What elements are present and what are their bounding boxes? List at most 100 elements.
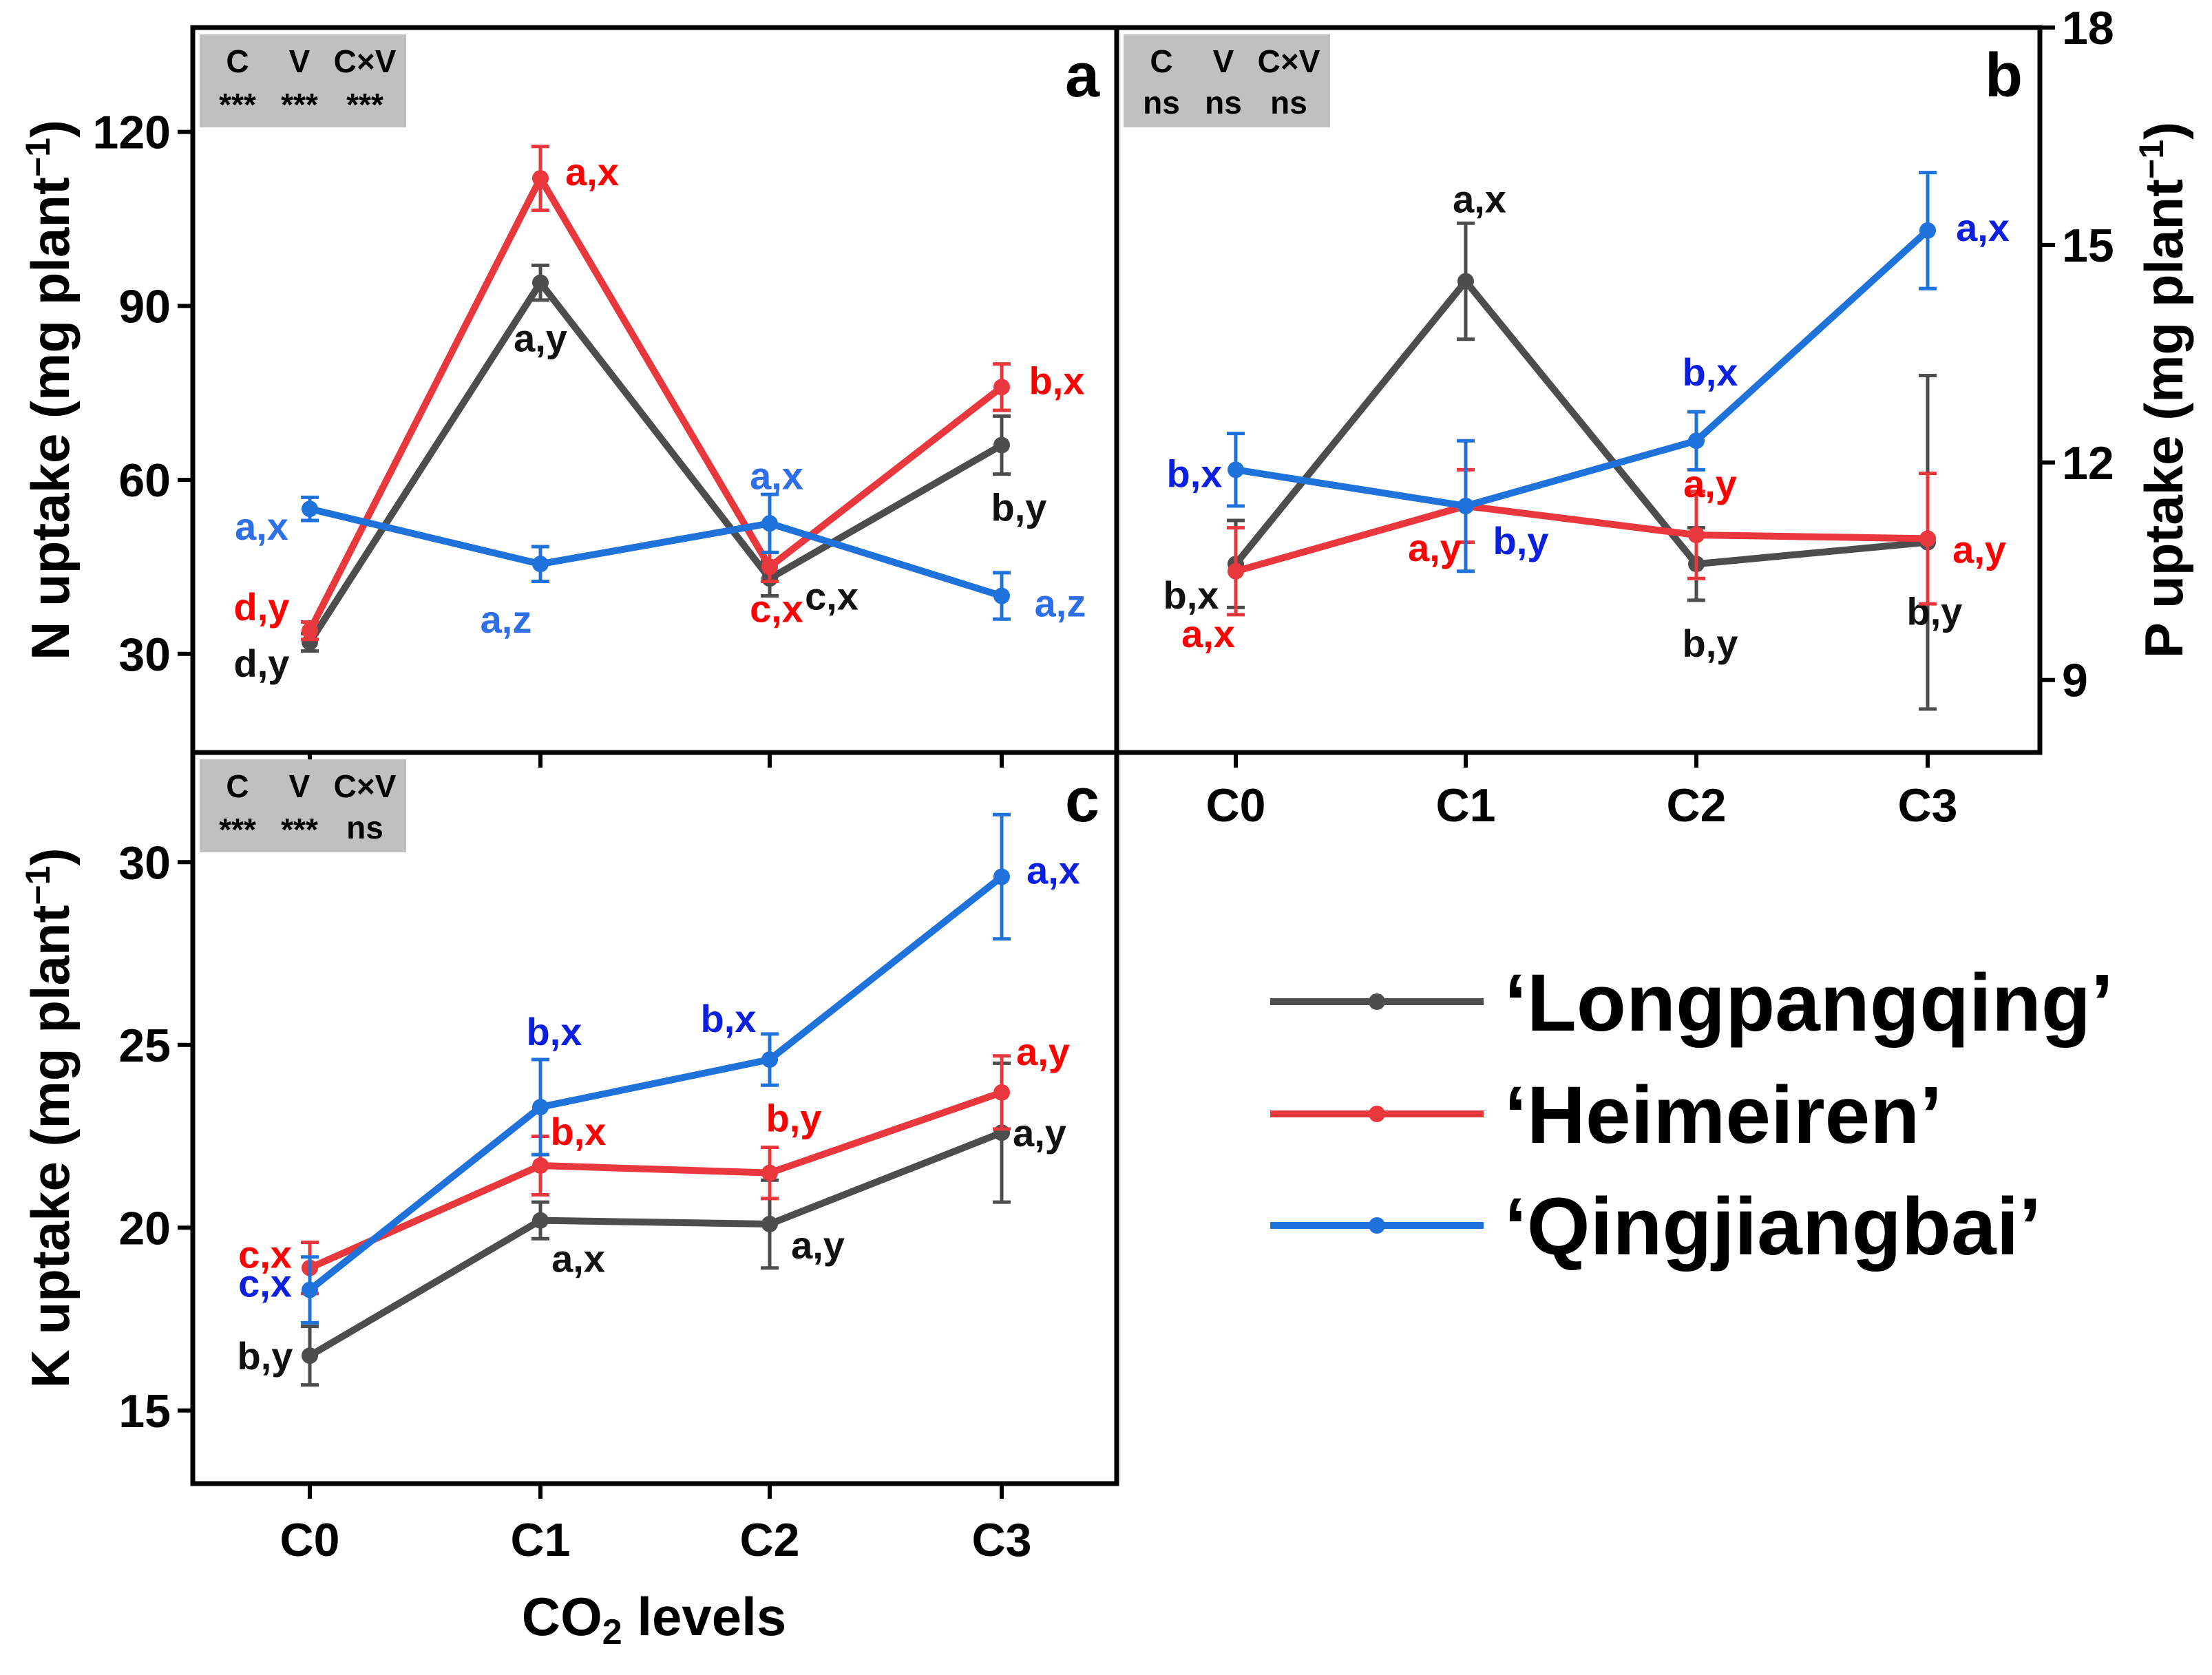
data-label: b,y (238, 1334, 293, 1378)
series-heimeiren: a,xa,ya,ya,y (1181, 462, 2006, 655)
data-point (532, 1099, 549, 1116)
panel-frame (190, 752, 1119, 1486)
data-point (532, 170, 549, 187)
y-tick-label: 18 (2062, 2, 2114, 54)
data-label: b,x (527, 1010, 582, 1053)
data-label: b,x (551, 1110, 607, 1153)
data-point (761, 1164, 778, 1181)
x-tick-label: C0 (280, 1514, 340, 1566)
data-label: b,y (766, 1097, 822, 1140)
data-label: a,y (514, 317, 567, 360)
legend-marker (1369, 1106, 1385, 1122)
series-longpangqing: b,y a,x a,y a,y (238, 1061, 1066, 1387)
data-point (761, 1051, 778, 1068)
anova-value: ns (1205, 85, 1242, 120)
legend-label: ‘Longpangqing’ (1504, 958, 2114, 1049)
x-tick-label: C2 (1667, 779, 1727, 832)
data-point (993, 587, 1010, 604)
data-point (532, 1212, 549, 1229)
data-label: b,x (1683, 350, 1738, 394)
x-tick-label: C1 (511, 1514, 571, 1566)
anova-value: *** (346, 87, 383, 123)
data-label: c,x (238, 1262, 292, 1305)
panel-letter: b (1985, 41, 2023, 110)
series-line (308, 1129, 1003, 1359)
y-axis-title: P uptake (mg plant−1) (2132, 122, 2194, 658)
y-tick-label: 9 (2062, 655, 2088, 707)
legend-item-qingjiangbai: ‘Qingjiangbai’ (1270, 1181, 2041, 1272)
legend-label: ‘Qingjiangbai’ (1504, 1181, 2041, 1272)
data-label: c,x (750, 587, 803, 630)
data-label: a,y (1408, 526, 1462, 569)
y-tick-label: 25 (118, 1020, 171, 1072)
panel-b: 9 12 15 18 C0 C1 C2 C3 P uptake (mg plant−1) b C V C… (1117, 2, 2194, 832)
series-qingjiangbai: c,x b,x b,x a,x (238, 812, 1080, 1325)
anova-box (200, 34, 406, 127)
data-label: a,y (1013, 1111, 1066, 1155)
anova-value: *** (281, 87, 318, 123)
anova-value: ns (346, 810, 383, 845)
panel-frame (190, 25, 1119, 755)
x-tick-label: C3 (972, 1514, 1032, 1566)
data-label: a,z (481, 598, 532, 641)
data-point (761, 558, 778, 576)
anova-box (1124, 34, 1330, 127)
anova-header: C×V (334, 43, 397, 79)
y-tick-label: 90 (118, 280, 171, 333)
series-qingjiangbai: b,x b,y b,x a,x (1167, 171, 2010, 573)
anova-value: *** (281, 812, 318, 847)
data-label: d,y (234, 585, 290, 629)
anova-header: V (289, 43, 310, 79)
anova-header: C×V (1258, 43, 1320, 79)
data-label: a,x (1181, 612, 1235, 655)
data-label: a,z (1035, 582, 1086, 625)
x-tick-label: C2 (740, 1514, 800, 1566)
series-line (306, 279, 1004, 644)
x-axis-title: CO2 levels (522, 1586, 786, 1652)
y-tick-label: 15 (118, 1385, 171, 1437)
panel-letter: c (1065, 766, 1099, 835)
anova-value: *** (219, 87, 256, 123)
x-tick-label: C0 (1206, 779, 1266, 832)
data-point (1919, 530, 1936, 547)
data-point (532, 274, 549, 291)
bottom-x-axis: C0 C1 C2 C3 (280, 1514, 1032, 1566)
data-point (1688, 432, 1705, 450)
series-qingjiangbai: a,x a,z a,x a,z (235, 454, 1086, 641)
y-tick-label: 12 (2062, 437, 2114, 489)
anova-header: C (226, 768, 249, 804)
anova-value: ns (1270, 85, 1307, 120)
data-label: b,y (1907, 590, 1963, 633)
anova-header: V (289, 768, 310, 804)
data-point (1228, 461, 1244, 478)
panel-letter: a (1065, 41, 1100, 110)
data-label: b,x (701, 997, 757, 1040)
legend: ‘Longpangqing’ ‘Heimeiren’ ‘Qingjiangbai’ (1270, 958, 2114, 1272)
data-point (1457, 273, 1474, 290)
data-point (993, 1084, 1010, 1101)
data-label: b,y (1493, 519, 1549, 562)
series-line (308, 505, 1003, 600)
series-line (1234, 502, 1928, 575)
legend-marker (1369, 993, 1385, 1010)
data-label: b,y (991, 486, 1047, 529)
data-point (993, 379, 1010, 396)
x-tick-label: C3 (1898, 779, 1958, 832)
y-tick-label: 60 (118, 454, 171, 507)
series-line (307, 874, 1004, 1293)
data-point (1228, 562, 1244, 580)
legend-label: ‘Heimeiren’ (1504, 1070, 1942, 1161)
data-point (761, 1215, 778, 1232)
anova-header: C×V (334, 768, 397, 804)
panel-c: 15 20 25 30 K uptake (mg plant−1) c C V C×V *** **… (19, 752, 1119, 1499)
data-label: c,x (238, 1233, 292, 1276)
y-axis-title: N uptake (mg plant−1) (19, 120, 81, 660)
data-point (1457, 497, 1474, 514)
data-label: a,x (1453, 178, 1506, 221)
data-label: d,y (234, 642, 290, 685)
data-label: b,x (1167, 452, 1223, 495)
x-tick-label: C1 (1436, 779, 1496, 832)
data-label: a,x (1026, 849, 1080, 892)
anova-header: C (1150, 43, 1172, 79)
